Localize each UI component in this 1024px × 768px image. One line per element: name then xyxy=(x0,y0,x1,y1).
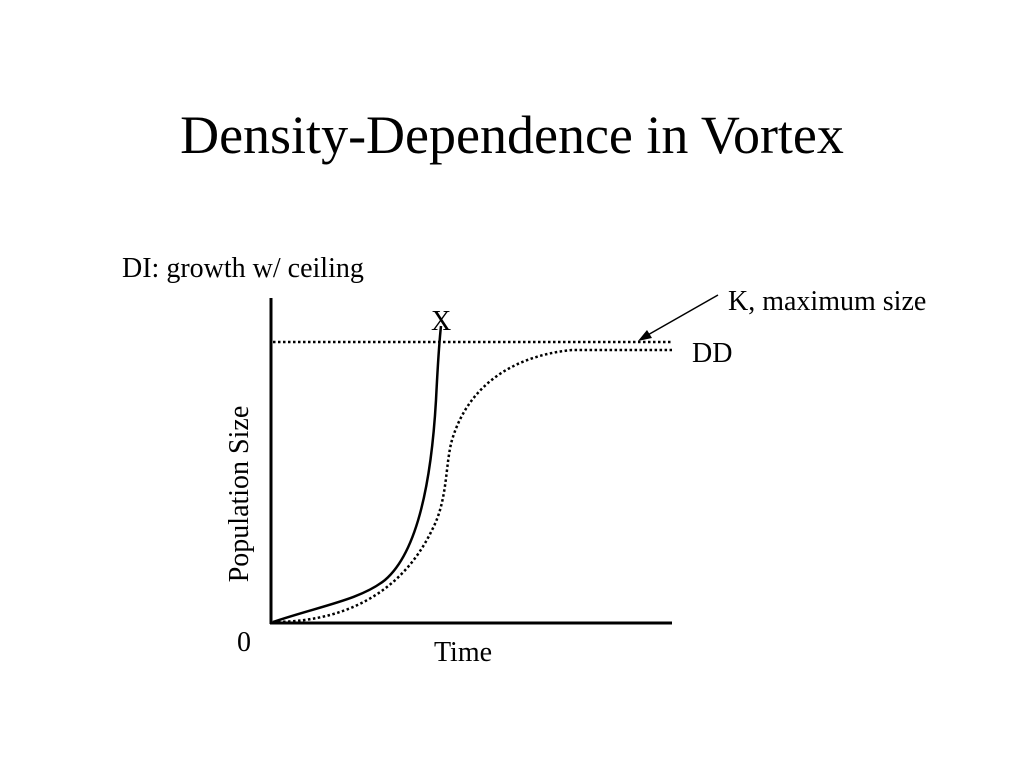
slide-title: Density-Dependence in Vortex xyxy=(180,105,844,165)
k-pointer-arrow xyxy=(645,294,719,337)
di-curve-label: X xyxy=(431,306,451,337)
origin-label: 0 xyxy=(237,627,251,658)
x-axis-label: Time xyxy=(434,637,492,668)
di-growth-curve xyxy=(272,325,443,624)
figure-subtitle: DI: growth w/ ceiling xyxy=(122,253,364,284)
dd-growth-curve xyxy=(272,348,672,624)
dd-curve-label: DD xyxy=(692,338,732,369)
k-label: K, maximum size xyxy=(728,286,926,317)
k-pointer-arrowhead xyxy=(638,330,652,341)
y-axis-label: Population Size xyxy=(224,406,255,583)
